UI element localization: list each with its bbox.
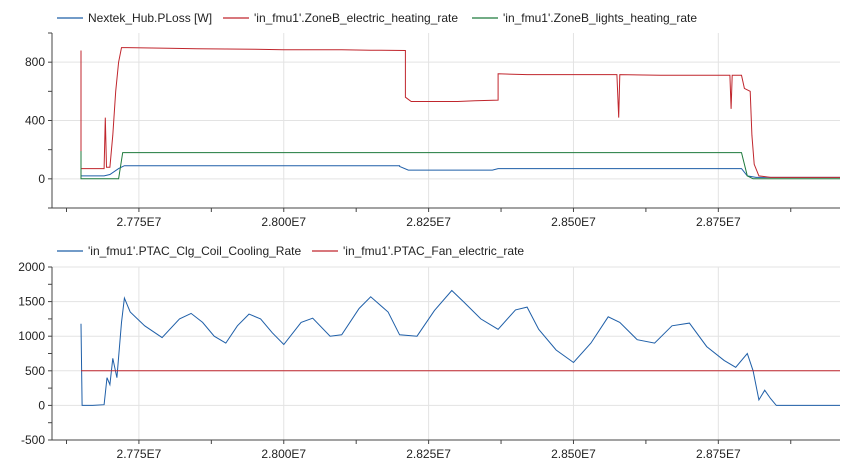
y-tick-label: 400	[25, 114, 45, 128]
legend-label-3: 'in_fmu1'.ZoneB_lights_heating_rate	[503, 11, 697, 25]
y-tick-label: 500	[25, 364, 45, 378]
series-line-1	[80, 289, 840, 406]
series-line-3	[80, 151, 840, 180]
y-tick-label: 2000	[18, 260, 45, 274]
x-tick-label: 2.850E7	[551, 215, 596, 229]
y-tick-label: 800	[25, 55, 45, 69]
y-tick-label: 1000	[18, 329, 45, 343]
x-tick-label: 2.875E7	[696, 215, 741, 229]
series-line-1	[80, 165, 840, 178]
x-tick-label: 2.825E7	[406, 447, 451, 461]
x-tick-label: 2.775E7	[117, 215, 162, 229]
x-tick-label: 2.825E7	[406, 215, 451, 229]
x-tick-label: 2.775E7	[117, 447, 162, 461]
x-tick-label: 2.800E7	[261, 447, 306, 461]
chart-panel-2: 2000 1500 1000 500 0 -500 2.775E7 2.800E7 2.825E…	[18, 244, 840, 461]
series-line-2	[80, 47, 840, 178]
y-tick-label: -500	[21, 433, 45, 447]
chart-panel-1: 800 400 0 2.775E7 2.800E7 2.825E7 2.850E7 2.875…	[25, 11, 840, 229]
x-tick-label: 2.800E7	[261, 215, 306, 229]
legend-label-2: 'in_fmu1'.ZoneB_electric_heating_rate	[254, 11, 458, 25]
y-tick-label: 0	[38, 398, 45, 412]
legend-label-2: 'in_fmu1'.PTAC_Fan_electric_rate	[343, 244, 524, 258]
x-tick-label: 2.875E7	[696, 447, 741, 461]
legend-label-1: 'in_fmu1'.PTAC_Clg_Coil_Cooling_Rate	[88, 244, 301, 258]
y-tick-label: 1500	[18, 295, 45, 309]
x-tick-label: 2.850E7	[551, 447, 596, 461]
legend-label-1: Nextek_Hub.PLoss [W]	[88, 11, 212, 25]
y-tick-label: 0	[38, 172, 45, 186]
